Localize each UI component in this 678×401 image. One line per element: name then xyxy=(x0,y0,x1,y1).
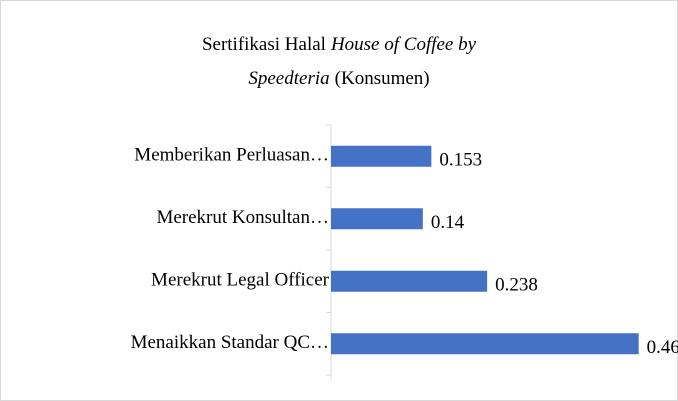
bar xyxy=(331,333,639,355)
bar xyxy=(331,270,488,292)
value-label: 0.238 xyxy=(495,275,538,296)
chart-title: Sertifikasi Halal House of Coffee by xyxy=(202,34,477,55)
chart-title: Speedteria (Konsumen) xyxy=(248,68,429,89)
y-tick-label: Menaikkan Standar QC… xyxy=(131,332,329,353)
y-tick-label: Merekrut Konsultan… xyxy=(156,207,329,228)
bar xyxy=(331,145,432,167)
value-label: 0.469 xyxy=(647,337,678,358)
value-label: 0.153 xyxy=(439,150,482,171)
title-segment: Speedteria xyxy=(248,68,329,89)
bar xyxy=(331,208,423,230)
title-segment: (Konsumen) xyxy=(335,68,430,89)
title-segment: Sertifikasi Halal xyxy=(202,34,326,55)
y-tick-label: Merekrut Legal Officer xyxy=(151,270,330,291)
value-label: 0.14 xyxy=(431,212,465,233)
y-tick-label: Memberikan Perluasan… xyxy=(134,145,329,166)
title-segment: House of Coffee by xyxy=(330,34,477,55)
